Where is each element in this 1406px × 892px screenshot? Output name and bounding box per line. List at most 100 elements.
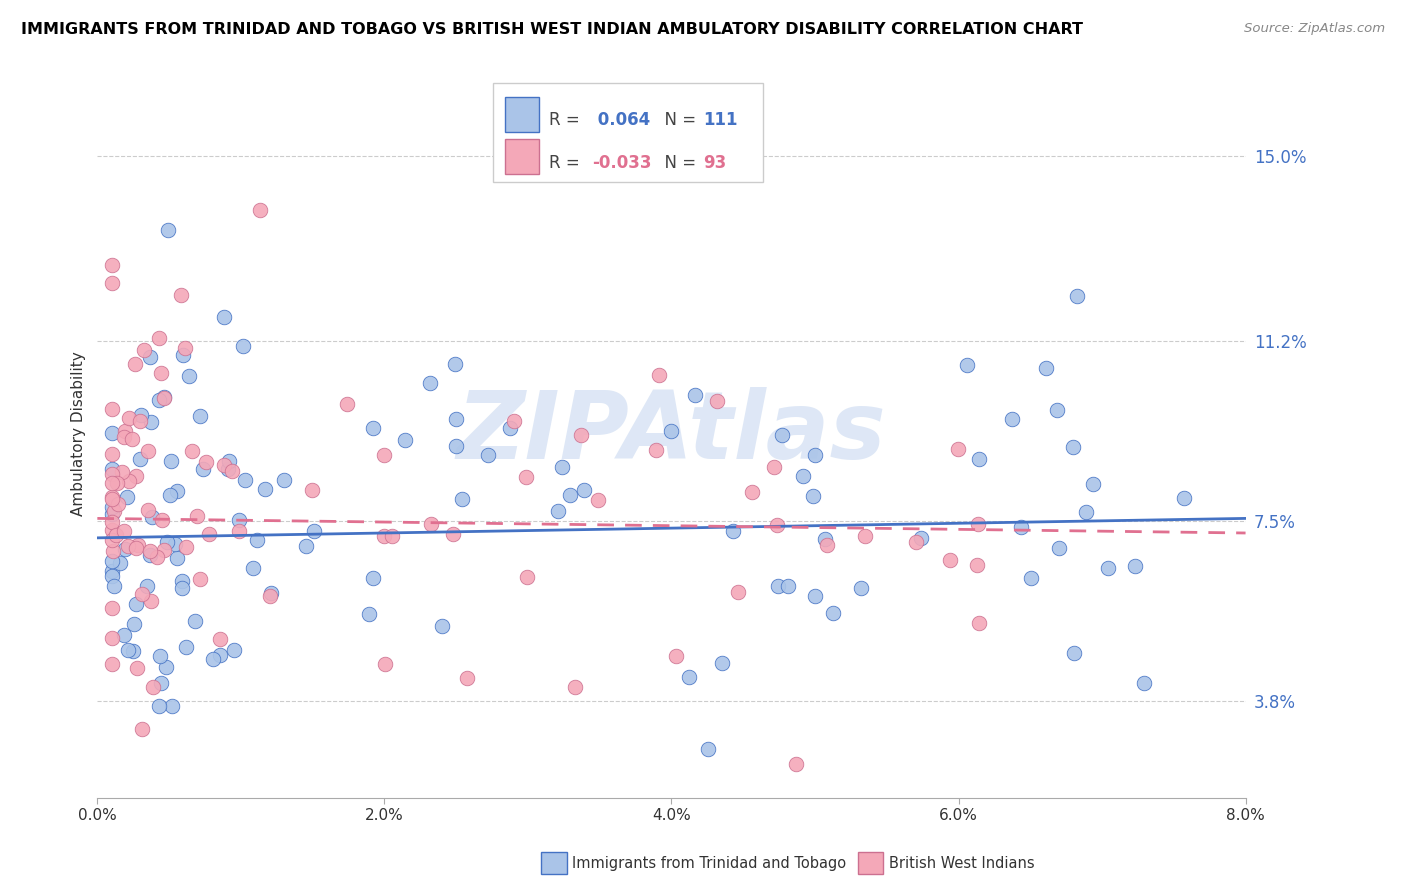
Point [103, 579, 125, 593]
Point [166, 551, 188, 566]
Point [224, 643, 246, 657]
Point [100, 507, 122, 521]
Point [112, 524, 135, 538]
Point [172, 574, 194, 589]
Point [138, 350, 160, 364]
Point [804, 589, 827, 603]
Text: Source: ZipAtlas.com: Source: ZipAtlas.com [1244, 22, 1385, 36]
Point [124, 616, 146, 631]
Point [706, 393, 728, 408]
Point [139, 415, 162, 429]
Point [177, 368, 200, 383]
Point [419, 516, 441, 531]
Point [516, 569, 538, 583]
Point [139, 549, 162, 563]
Point [153, 543, 176, 558]
Point [785, 757, 807, 772]
Point [186, 509, 208, 524]
Point [141, 510, 163, 524]
Point [139, 543, 162, 558]
Point [766, 518, 789, 533]
Point [198, 527, 221, 541]
Text: N =: N = [654, 154, 702, 172]
Point [149, 648, 172, 663]
Point [160, 698, 183, 713]
Point [148, 392, 170, 407]
Point [547, 504, 569, 518]
Point [148, 331, 170, 345]
Point [100, 564, 122, 578]
Point [1001, 412, 1024, 426]
Y-axis label: Ambulatory Disability: Ambulatory Disability [72, 351, 86, 516]
Point [792, 468, 814, 483]
Text: 93: 93 [703, 154, 727, 172]
Point [100, 569, 122, 583]
FancyBboxPatch shape [505, 139, 540, 174]
Point [117, 643, 139, 657]
Point [103, 503, 125, 517]
Point [967, 516, 990, 531]
Point [444, 439, 467, 453]
Point [127, 538, 149, 552]
FancyBboxPatch shape [505, 97, 540, 132]
Point [163, 536, 186, 550]
Point [665, 648, 688, 663]
Point [117, 411, 139, 425]
Point [218, 454, 240, 468]
Point [1173, 491, 1195, 505]
Point [1019, 571, 1042, 585]
Point [359, 607, 381, 622]
Point [450, 492, 472, 507]
Point [1066, 289, 1088, 303]
Point [569, 427, 592, 442]
Point [419, 376, 441, 390]
Point [910, 531, 932, 545]
Point [363, 571, 385, 585]
Point [100, 467, 122, 481]
Point [117, 491, 139, 505]
Point [174, 341, 197, 355]
Point [105, 528, 128, 542]
Point [336, 397, 359, 411]
Point [100, 523, 122, 537]
Point [967, 451, 990, 466]
Point [242, 560, 264, 574]
Point [101, 544, 124, 558]
Point [551, 459, 574, 474]
Point [100, 515, 122, 529]
Point [100, 401, 122, 416]
Point [441, 527, 464, 541]
Point [228, 513, 250, 527]
Point [1081, 476, 1104, 491]
Point [112, 627, 135, 641]
Point [711, 656, 734, 670]
Point [443, 357, 465, 371]
Point [129, 408, 152, 422]
Point [444, 412, 467, 426]
FancyBboxPatch shape [494, 83, 763, 182]
Point [100, 657, 122, 672]
Point [100, 554, 122, 568]
Point [741, 484, 763, 499]
Point [381, 528, 404, 542]
Point [721, 524, 744, 538]
Point [849, 581, 872, 595]
Text: 0.064: 0.064 [592, 111, 651, 128]
Point [1047, 541, 1070, 555]
Point [259, 589, 281, 603]
Point [214, 310, 236, 324]
Point [131, 722, 153, 736]
Point [574, 483, 596, 498]
Point [174, 640, 197, 654]
Point [127, 660, 149, 674]
Point [100, 491, 122, 506]
Point [273, 473, 295, 487]
Point [373, 448, 395, 462]
Point [560, 488, 582, 502]
Text: IMMIGRANTS FROM TRINIDAD AND TOBAGO VS BRITISH WEST INDIAN AMBULATORY DISABILITY: IMMIGRANTS FROM TRINIDAD AND TOBAGO VS B… [21, 22, 1083, 37]
Point [763, 460, 786, 475]
Text: British West Indians: British West Indians [889, 856, 1035, 871]
Point [170, 287, 193, 301]
Point [228, 524, 250, 539]
Point [1046, 403, 1069, 417]
